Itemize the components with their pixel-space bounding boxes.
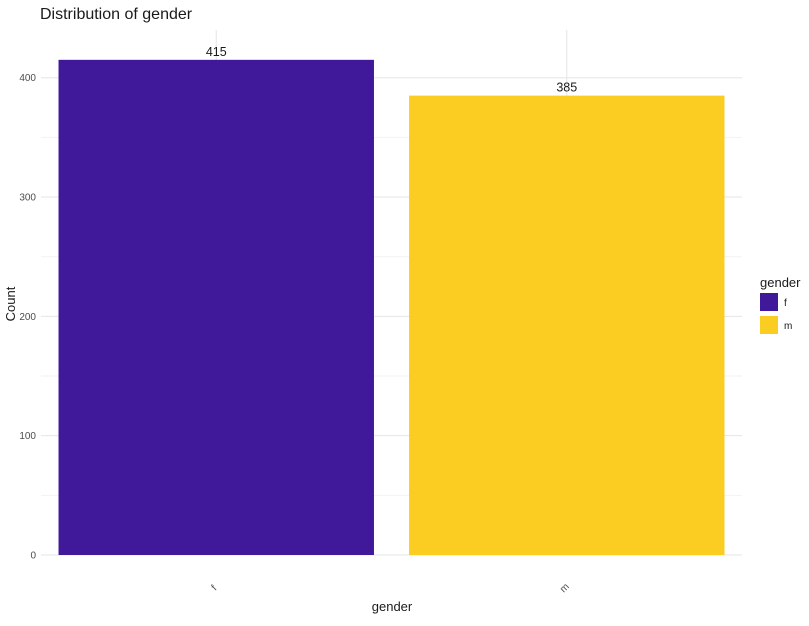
y-tick-label: 100	[19, 431, 36, 442]
bar-f	[58, 59, 374, 556]
chart-title: Distribution of gender	[40, 6, 193, 23]
y-tick-label: 200	[19, 312, 36, 323]
data-label-m: 385	[556, 81, 577, 95]
x-tick-label-m: m	[558, 581, 572, 595]
legend-label-f: f	[784, 298, 787, 309]
data-labels: 415 385	[206, 45, 577, 95]
x-tick-label-f: f	[210, 583, 220, 593]
data-label-f: 415	[206, 45, 227, 59]
legend-label-m: m	[784, 321, 792, 332]
y-axis-ticks: 0 100 200 300 400	[19, 73, 36, 561]
y-tick-label: 300	[19, 193, 36, 204]
y-axis-title: Count	[3, 286, 18, 321]
legend-swatch-m	[760, 316, 778, 334]
legend-title: gender	[760, 275, 801, 290]
y-tick-label: 400	[19, 73, 36, 84]
bars	[58, 59, 725, 556]
legend-entries: fm	[760, 293, 792, 334]
legend-swatch-f	[760, 293, 778, 311]
legend: gender fm	[760, 275, 801, 334]
y-tick-label: 0	[30, 551, 36, 562]
bar-m	[409, 95, 725, 555]
x-axis-title: gender	[372, 599, 413, 614]
